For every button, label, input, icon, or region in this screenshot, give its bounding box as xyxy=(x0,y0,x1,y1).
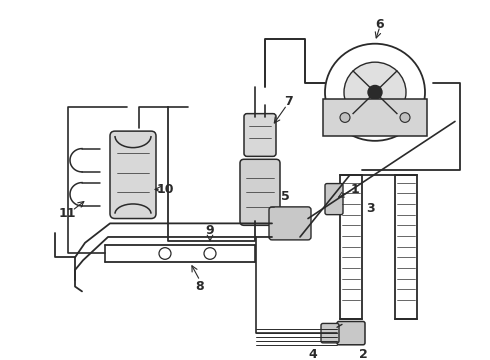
FancyBboxPatch shape xyxy=(321,323,339,343)
Text: 7: 7 xyxy=(284,95,293,108)
Text: 3: 3 xyxy=(366,202,374,215)
Circle shape xyxy=(340,113,350,122)
FancyBboxPatch shape xyxy=(244,114,276,156)
FancyBboxPatch shape xyxy=(110,131,156,219)
Bar xyxy=(323,99,427,136)
Text: 10: 10 xyxy=(156,183,174,196)
Circle shape xyxy=(368,85,382,99)
Text: 9: 9 xyxy=(206,224,214,237)
Text: 2: 2 xyxy=(359,348,368,360)
Circle shape xyxy=(400,113,410,122)
Bar xyxy=(340,175,362,319)
Text: 4: 4 xyxy=(309,348,318,360)
Text: 11: 11 xyxy=(58,207,76,220)
Text: 1: 1 xyxy=(351,183,359,196)
FancyBboxPatch shape xyxy=(240,159,280,225)
FancyBboxPatch shape xyxy=(337,321,365,345)
FancyBboxPatch shape xyxy=(269,207,311,240)
Text: 8: 8 xyxy=(196,280,204,293)
Text: 5: 5 xyxy=(281,190,290,203)
Bar xyxy=(395,175,417,319)
Text: 6: 6 xyxy=(376,18,384,31)
Circle shape xyxy=(344,62,406,122)
FancyBboxPatch shape xyxy=(325,184,343,215)
